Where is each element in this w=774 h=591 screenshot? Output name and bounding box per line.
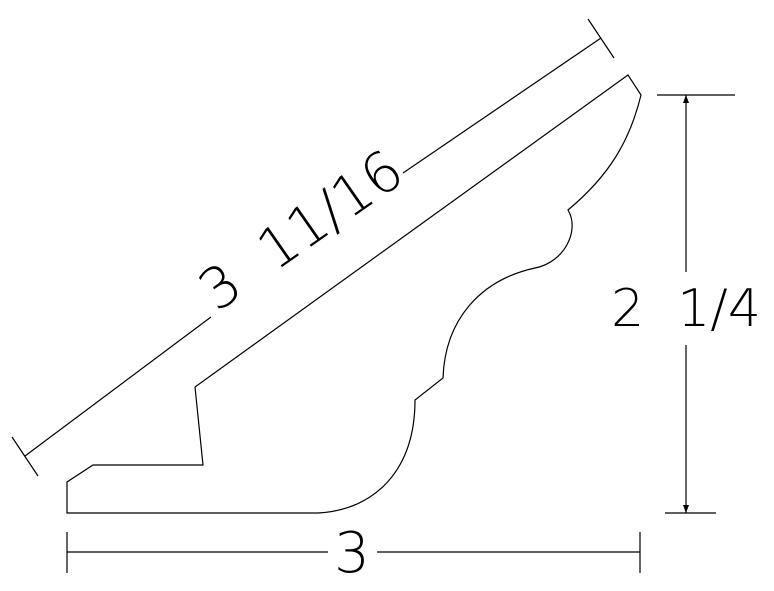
diagonal-dimension-label: 3 11/16 [187, 138, 415, 325]
diagonal-dimension-line-upper [402, 37, 602, 174]
width-dimension: 3 [66, 521, 641, 586]
height-dimension: 2 1/4 [611, 94, 761, 514]
diagonal-extension-line-bottom [11, 436, 39, 477]
height-arrow-top [683, 95, 689, 103]
height-dimension-label: 2 1/4 [611, 279, 761, 339]
molding-profile-outline [66, 74, 642, 514]
diagonal-dimension: 3 11/16 [11, 18, 615, 477]
height-arrow-bottom [683, 505, 689, 513]
diagonal-dimension-line-lower [24, 316, 212, 457]
width-dimension-label: 3 [334, 521, 370, 586]
